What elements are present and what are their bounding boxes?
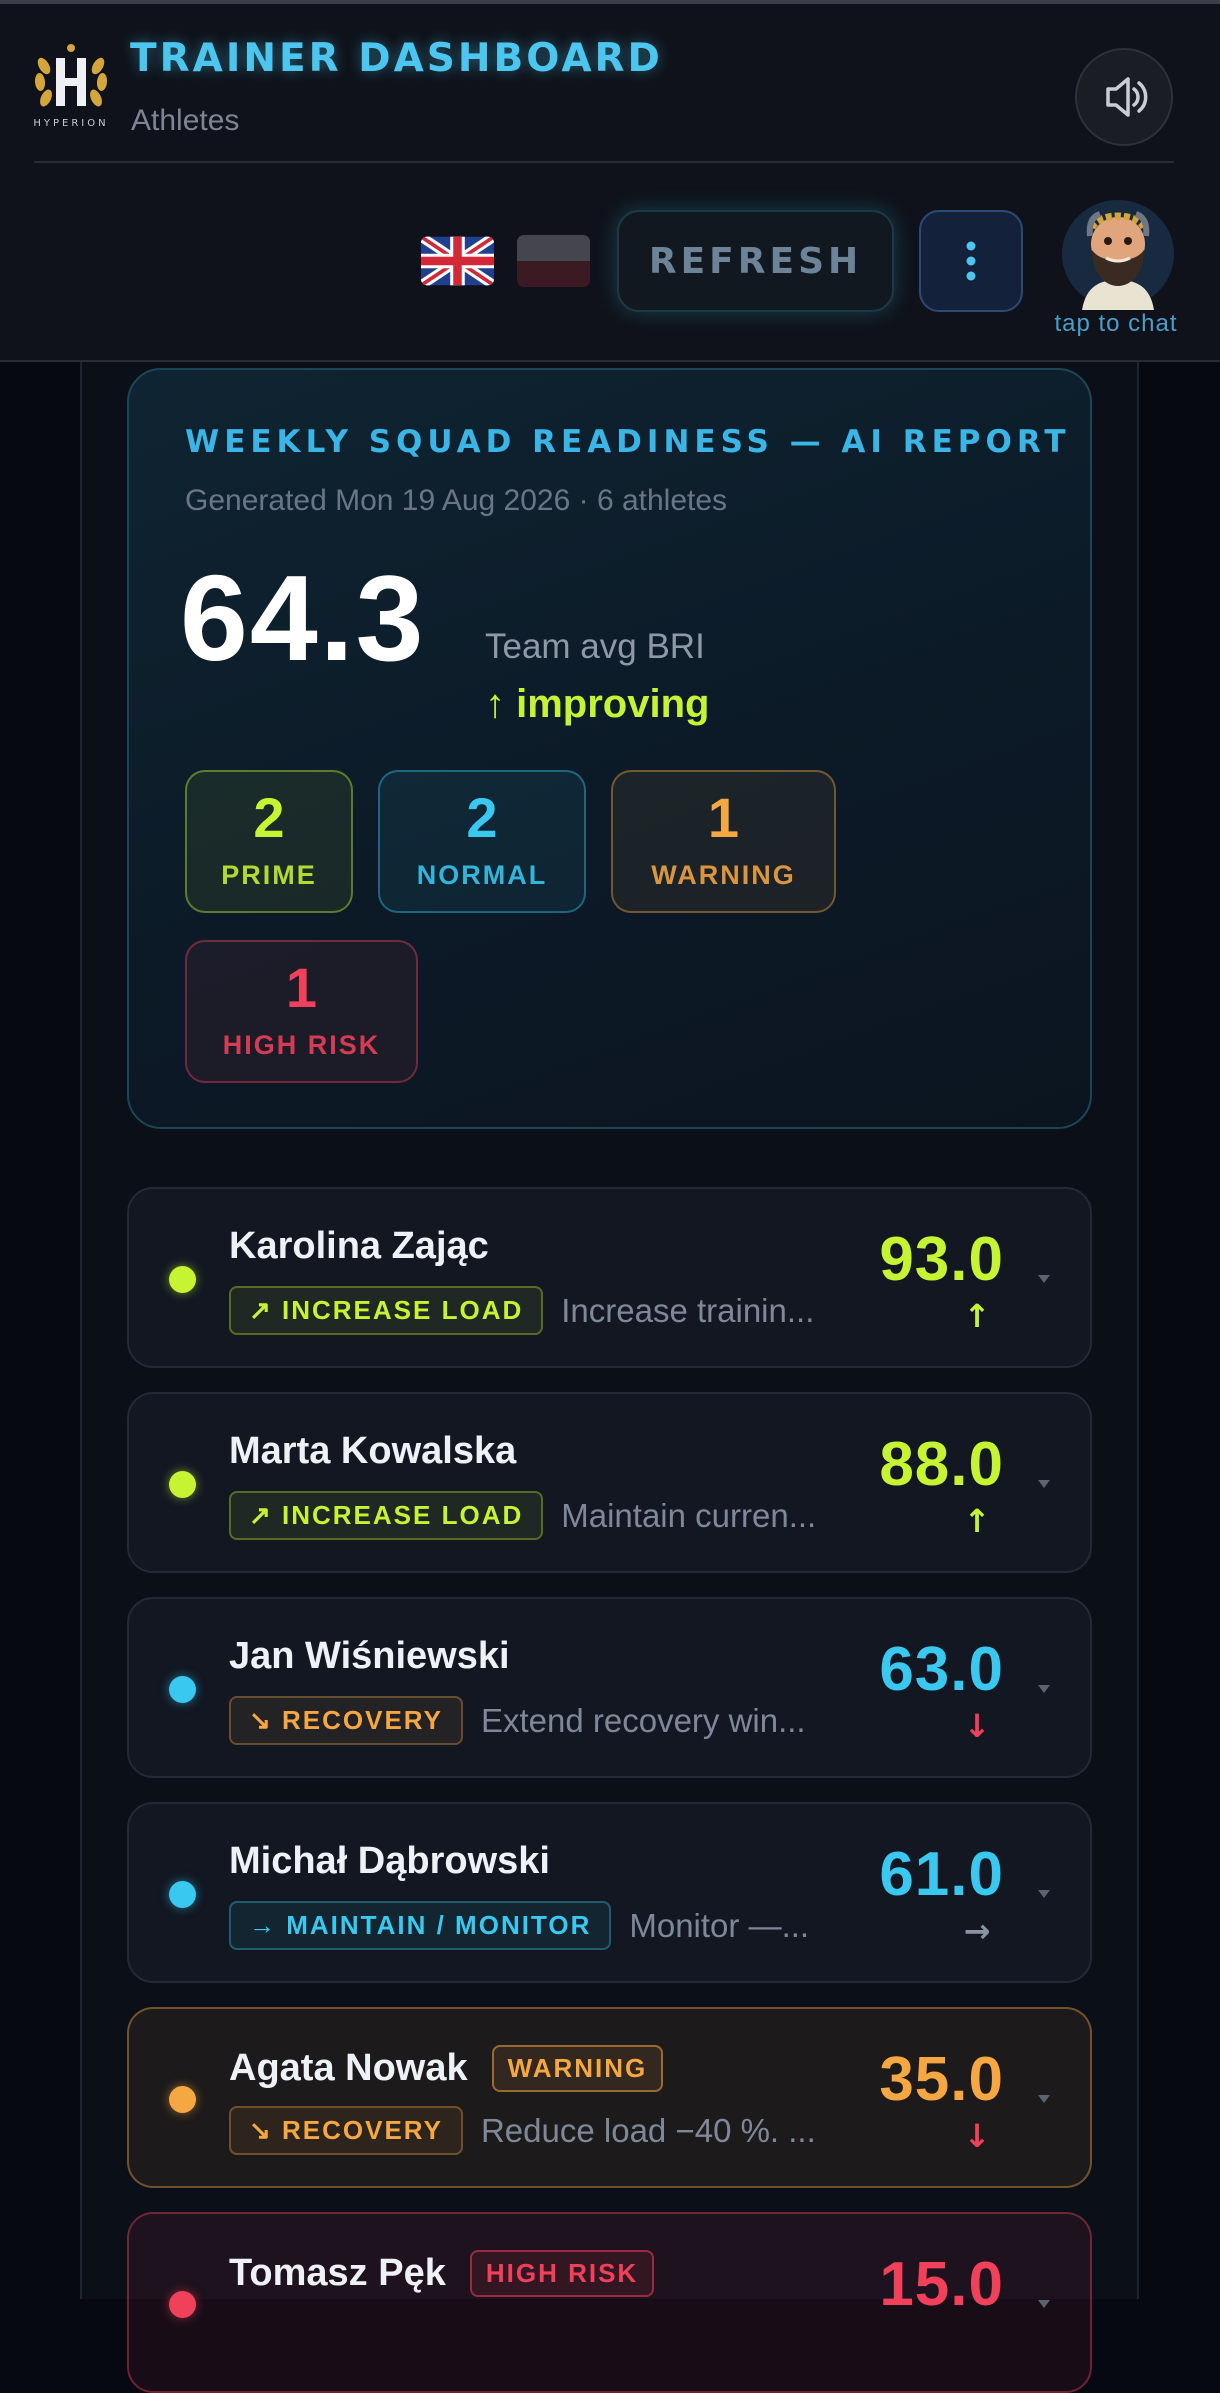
stat-box: 1 WARNING [611, 770, 836, 913]
action-badge: → MAINTAIN / MONITOR [229, 1901, 612, 1950]
chevron-shape [1038, 1685, 1050, 1693]
expand-chevron[interactable] [1036, 1273, 1052, 1285]
logo [34, 44, 108, 107]
action-note: Extend recovery win... [480, 1701, 806, 1739]
stat-count: 2 [466, 786, 498, 849]
report-score-label: Team avg BRI [485, 627, 705, 666]
athlete-card[interactable]: Jan Wiśniewski ↘ RECOVERY Extend recovery … [127, 1597, 1092, 1778]
stat-label: PRIME [221, 860, 317, 890]
name-row: Tomasz Pęk HIGH RISK [229, 2250, 655, 2297]
action-note: Reduce load −40 %. ... [480, 2111, 816, 2149]
report-trend: ↑ improving [485, 682, 710, 726]
menu-button[interactable] [919, 210, 1023, 312]
trend-arrow: ↑ [963, 1297, 991, 1335]
athlete-name: Agata Nowak [229, 2047, 468, 2089]
report-score: 64.3 [180, 550, 426, 686]
athlete-card[interactable]: Karolina Zając ↗ INCREASE LOAD Increase tr… [127, 1187, 1092, 1368]
stat-box: 1 HIGH RISK [185, 940, 418, 1083]
menu-icon [966, 241, 976, 281]
stat-count: 1 [707, 786, 740, 849]
trend-arrow: → [963, 1912, 991, 1950]
expand-chevron[interactable] [1036, 2093, 1052, 2105]
readiness-score: 63.0 [879, 1635, 1004, 1704]
stat-box: 2 PRIME [185, 770, 353, 913]
action-badge: ↗ INCREASE LOAD [229, 1286, 544, 1335]
athlete-card[interactable]: Agata Nowak WARNING ↘ RECOVERY Reduce load … [127, 2007, 1092, 2188]
name-row: Michał Dąbrowski [229, 1840, 550, 1883]
stat-count: 2 [253, 786, 285, 849]
status-badge: HIGH RISK [469, 2250, 655, 2297]
chevron-shape [1038, 1480, 1050, 1488]
athlete-name: Marta Kowalska [229, 1430, 517, 1472]
stat-label: HIGH RISK [222, 1030, 381, 1060]
name-row: Jan Wiśniewski [229, 1635, 510, 1678]
athlete-card[interactable]: Marta Kowalska ↗ INCREASE LOAD Maintain cu… [127, 1392, 1092, 1573]
report-card [127, 368, 1092, 1129]
trend-arrow: ↓ [963, 1707, 991, 1745]
readiness-score: 61.0 [879, 1840, 1004, 1909]
athlete-card[interactable]: Tomasz Pęk HIGH RISK 15.0 [127, 2212, 1092, 2393]
status-dot [169, 1266, 196, 1293]
action-row: → MAINTAIN / MONITOR Monitor —... [229, 1901, 809, 1950]
stat-label: WARNING [651, 860, 796, 890]
stat-box: 2 NORMAL [378, 770, 586, 913]
action-note: Monitor —... [629, 1906, 810, 1944]
sound-button[interactable] [1074, 47, 1174, 147]
report-generated: Generated Mon 19 Aug 2026 · 6 athletes [185, 484, 728, 517]
chevron-shape [1038, 2095, 1050, 2103]
readiness-score: 93.0 [879, 1225, 1004, 1294]
chat-avatar[interactable] [1060, 186, 1176, 310]
expand-chevron[interactable] [1036, 1888, 1052, 1900]
name-row: Karolina Zając [229, 1225, 489, 1268]
status-dot [169, 2086, 196, 2113]
status-dot [169, 2291, 196, 2318]
readiness-score: 35.0 [879, 2045, 1004, 2114]
action-note: Increase trainin... [561, 1291, 815, 1329]
readiness-score: 15.0 [879, 2250, 1004, 2319]
athlete-name: Michał Dąbrowski [229, 1840, 550, 1882]
stat-label: NORMAL [416, 860, 548, 890]
chevron-shape [1038, 1275, 1050, 1283]
expand-chevron[interactable] [1036, 2298, 1052, 2310]
athlete-card[interactable]: Michał Dąbrowski → MAINTAIN / MONITOR Moni… [127, 1802, 1092, 1983]
athlete-name: Tomasz Pęk [229, 2252, 446, 2294]
action-badge: ↘ RECOVERY [229, 1696, 463, 1745]
chat-hint[interactable]: tap to chat [1054, 310, 1178, 337]
trend-arrow: ↑ [963, 1502, 991, 1540]
report-title: WEEKLY SQUAD READINESS — AI REPORT [185, 424, 1071, 460]
action-row: ↘ RECOVERY Reduce load −40 %. ... [229, 2106, 816, 2155]
stat-count: 1 [285, 956, 318, 1019]
action-row: ↘ RECOVERY Extend recovery win... [229, 1696, 806, 1745]
status-dot [169, 1676, 196, 1703]
header-divider [34, 161, 1174, 163]
action-badge: ↗ INCREASE LOAD [229, 1491, 544, 1540]
trend-arrow: ↓ [963, 2117, 991, 2155]
name-row: Marta Kowalska [229, 1430, 516, 1473]
header-subtitle: Athletes [131, 104, 240, 137]
expand-chevron[interactable] [1036, 1478, 1052, 1490]
action-badge: ↘ RECOVERY [229, 2106, 463, 2155]
status-dot [169, 1471, 196, 1498]
flag-en[interactable] [421, 235, 494, 287]
action-row: ↗ INCREASE LOAD Maintain curren... [229, 1491, 816, 1540]
logo-text: HYPERION [33, 118, 109, 129]
status-dot [169, 1881, 196, 1908]
chevron-shape [1038, 1890, 1050, 1898]
readiness-score: 88.0 [879, 1430, 1004, 1499]
action-note: Maintain curren... [561, 1496, 817, 1534]
status-badge: WARNING [491, 2045, 664, 2092]
expand-chevron[interactable] [1036, 1683, 1052, 1695]
athlete-name: Karolina Zając [229, 1225, 489, 1267]
header-title: TRAINER DASHBOARD [130, 36, 663, 81]
refresh-button[interactable]: REFRESH [617, 210, 894, 312]
chevron-shape [1038, 2300, 1050, 2308]
flag-pl[interactable] [517, 235, 590, 287]
athlete-name: Jan Wiśniewski [229, 1635, 510, 1677]
action-row: ↗ INCREASE LOAD Increase trainin... [229, 1286, 814, 1335]
name-row: Agata Nowak WARNING [229, 2045, 664, 2092]
